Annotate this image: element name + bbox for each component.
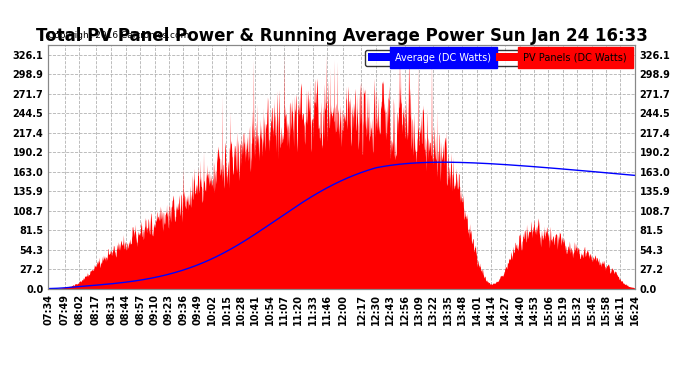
Title: Total PV Panel Power & Running Average Power Sun Jan 24 16:33: Total PV Panel Power & Running Average P…	[36, 27, 647, 45]
Legend: Average (DC Watts), PV Panels (DC Watts): Average (DC Watts), PV Panels (DC Watts)	[365, 50, 630, 66]
Text: Copyright 2016 Cartronics.com: Copyright 2016 Cartronics.com	[48, 31, 190, 40]
